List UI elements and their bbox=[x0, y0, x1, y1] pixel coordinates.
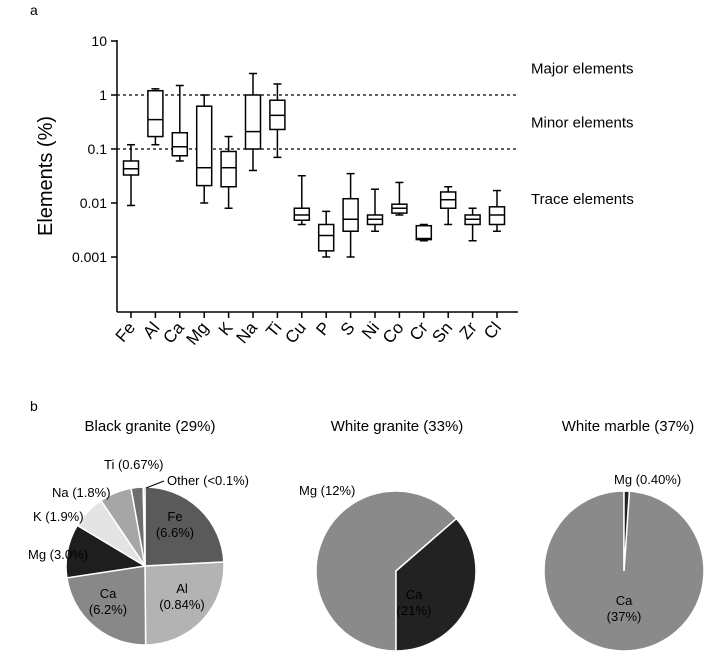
pie-slice-label: Mg (12%) bbox=[299, 483, 355, 498]
box-mg bbox=[195, 94, 213, 204]
x-tick-label: Cl bbox=[480, 318, 505, 343]
zone-labels: Major elements Minor elements Trace elemen… bbox=[531, 61, 634, 208]
pie-slice bbox=[315, 490, 458, 652]
x-tick-label: P bbox=[312, 318, 334, 339]
box-iqr bbox=[220, 150, 237, 188]
box-na bbox=[244, 72, 262, 172]
x-tick-label: Ti bbox=[262, 318, 285, 341]
pie-slice bbox=[395, 517, 477, 652]
pie-slice-label: Mg (3.0%) bbox=[28, 547, 88, 562]
pie-slice-label: Al (0.84%) bbox=[159, 581, 205, 612]
y-tick-label: 0.1 bbox=[88, 141, 108, 157]
pie-slice-label: Fe (6.6%) bbox=[156, 509, 194, 540]
box-k bbox=[220, 135, 237, 209]
x-tick-label: Cu bbox=[281, 318, 310, 347]
x-tick-label: Ca bbox=[159, 318, 188, 347]
x-tick-label: Zr bbox=[456, 318, 481, 343]
zone-label: Major elements bbox=[531, 61, 634, 78]
x-tick-label: Cr bbox=[406, 318, 432, 344]
box-iqr bbox=[171, 131, 189, 157]
boxes bbox=[122, 72, 506, 258]
box-iqr bbox=[342, 197, 359, 232]
box-iqr bbox=[317, 223, 335, 252]
x-tick-label: Ni bbox=[358, 318, 383, 343]
x-tick-label: S bbox=[337, 318, 359, 339]
pie-white-marble: White marble (37%) Ca (37%) Mg (0.40%) bbox=[543, 418, 705, 652]
box-al bbox=[147, 88, 164, 146]
pie-slice bbox=[144, 486, 225, 567]
panel-a-label: a bbox=[30, 2, 38, 18]
box-iqr bbox=[244, 94, 262, 150]
pie-title: Black granite (29%) bbox=[85, 418, 216, 435]
box-co bbox=[391, 181, 408, 216]
y-tick-label: 0.001 bbox=[72, 249, 107, 265]
x-tick-label: Sn bbox=[428, 318, 456, 346]
pie-slice-label: K (1.9%) bbox=[33, 509, 84, 524]
leader-line bbox=[145, 480, 165, 489]
x-tick-label: Co bbox=[379, 318, 408, 347]
panel-b-label: b bbox=[30, 398, 38, 414]
pie-slice-label: Mg (0.40%) bbox=[614, 472, 681, 487]
box-cu bbox=[293, 174, 311, 226]
pie-slice-label: Na (1.8%) bbox=[52, 485, 111, 500]
pie-slice-label: Other (<0.1%) bbox=[167, 473, 249, 488]
box-iqr bbox=[415, 224, 433, 241]
box-zr bbox=[464, 207, 481, 242]
pie-slice bbox=[144, 561, 225, 646]
y-tick-label: 10 bbox=[91, 33, 107, 49]
boxplot-chart: Elements (%) 10 1 0.1 0.01 0.001 Major eleme… bbox=[35, 33, 634, 349]
box-ca bbox=[171, 84, 189, 162]
pie-slice bbox=[623, 490, 631, 572]
pie-slice-label: Ti (0.67%) bbox=[104, 457, 163, 472]
pie-title: White marble (37%) bbox=[562, 418, 695, 435]
pie-white-granite: White granite (33%) Ca (21%) Mg (12%) bbox=[299, 418, 477, 652]
x-tick-label: Fe bbox=[112, 318, 139, 345]
box-iqr bbox=[122, 160, 140, 176]
box-iqr bbox=[293, 207, 311, 221]
pie-title: White granite (33%) bbox=[331, 418, 464, 435]
pie-black-granite: Black granite (29%) Fe (6.6%) Al (0.84%) Ca(… bbox=[28, 418, 249, 646]
box-iqr bbox=[195, 105, 213, 187]
y-axis-label: Elements (%) bbox=[35, 116, 57, 236]
zone-label: Minor elements bbox=[531, 115, 634, 132]
pie-slice-label: Ca (21%) bbox=[397, 587, 432, 618]
y-ticks: 10 1 0.1 0.01 0.001 bbox=[72, 33, 117, 265]
box-ni bbox=[366, 188, 384, 232]
box-cr bbox=[415, 223, 433, 242]
pie-slice bbox=[66, 565, 147, 646]
pie-slice bbox=[142, 486, 146, 567]
zone-label: Trace elements bbox=[531, 191, 634, 208]
pie-slice-label: Ca (37%) bbox=[607, 593, 642, 624]
box-iqr bbox=[147, 89, 164, 138]
box-p bbox=[317, 210, 335, 258]
box-cl bbox=[488, 189, 506, 232]
x-tick-label: Na bbox=[233, 318, 262, 347]
y-tick-label: 1 bbox=[99, 87, 107, 103]
box-sn bbox=[439, 185, 457, 226]
x-tick-label: Mg bbox=[183, 318, 213, 348]
pie-slice-label: Ca (6.2%) bbox=[89, 586, 127, 617]
x-tick-label: Al bbox=[139, 318, 163, 342]
y-tick-label: 0.01 bbox=[80, 195, 107, 211]
box-ti bbox=[269, 83, 286, 159]
box-s bbox=[342, 172, 359, 258]
box-fe bbox=[122, 143, 140, 207]
